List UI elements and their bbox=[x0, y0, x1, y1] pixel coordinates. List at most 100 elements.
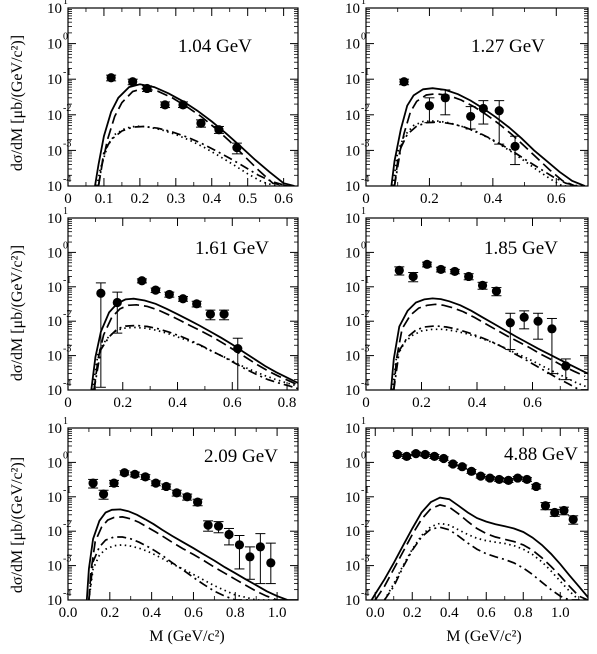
data-point bbox=[540, 501, 551, 511]
y-tick-exponent: 0 bbox=[361, 32, 366, 43]
panel-energy-label: 1.27 GeV bbox=[471, 36, 545, 57]
data-point bbox=[233, 343, 243, 354]
x-tick-label: 0 bbox=[362, 395, 370, 411]
data-point bbox=[255, 542, 265, 552]
x-tick-label: 0.6 bbox=[523, 395, 542, 411]
x-tick-label: 0.4 bbox=[483, 191, 502, 207]
curves bbox=[390, 87, 586, 186]
data-point bbox=[464, 271, 474, 282]
data-point bbox=[96, 288, 106, 298]
data-point bbox=[399, 77, 409, 87]
data-point bbox=[424, 101, 435, 111]
x-tick-label: 0.5 bbox=[238, 191, 257, 207]
y-tick-exponent: -4 bbox=[63, 588, 71, 599]
y-tick-exponent: 0 bbox=[63, 240, 68, 251]
data-point bbox=[178, 294, 188, 304]
x-tick-label: 0.4 bbox=[142, 605, 161, 621]
y-tick-label: 10 bbox=[47, 383, 62, 399]
y-tick-exponent: -1 bbox=[361, 485, 369, 496]
curves bbox=[94, 83, 295, 186]
chart-panel: 10 -410 -310 -210 -110 010 10 0.2 0.4 0.61.27 GeV bbox=[345, 0, 589, 207]
series-line-dashed bbox=[393, 92, 576, 186]
y-axis-title-middle: dσ/dM [μb/(GeV/c²)] bbox=[9, 245, 26, 381]
y-tick-label: 10 bbox=[345, 211, 360, 227]
data-point bbox=[436, 264, 446, 275]
chart-panel: 10 -410 -310 -210 -110 010 10 0.1 0.2 0.3 0.4 0.5 0.… bbox=[47, 0, 299, 207]
x-tick-label: 0.6 bbox=[184, 605, 203, 621]
data-point bbox=[232, 142, 242, 153]
y-tick-exponent: -1 bbox=[63, 67, 71, 78]
y-tick-label: 10 bbox=[345, 455, 360, 471]
data-point bbox=[193, 497, 203, 507]
y-tick-label: 10 bbox=[47, 211, 62, 227]
data-point bbox=[411, 449, 421, 459]
plot-frame bbox=[67, 7, 299, 187]
data-point bbox=[106, 73, 116, 83]
x-tick-label: 0 bbox=[362, 191, 370, 207]
y-tick-exponent: -3 bbox=[63, 138, 71, 149]
series-line-dashdot bbox=[93, 324, 298, 390]
y-tick-label: 10 bbox=[345, 1, 360, 17]
y-tick-label: 10 bbox=[345, 280, 360, 296]
data-point bbox=[494, 474, 504, 485]
data-point bbox=[142, 83, 152, 94]
data-point bbox=[140, 472, 150, 482]
data-point bbox=[109, 478, 119, 488]
x-tick-label: 0.6 bbox=[547, 191, 566, 207]
data-point bbox=[402, 451, 412, 461]
y-tick-label: 10 bbox=[345, 72, 360, 88]
y-tick-label: 10 bbox=[345, 383, 360, 399]
data-point bbox=[245, 552, 255, 562]
y-tick-exponent: 0 bbox=[361, 450, 366, 461]
y-tick-label: 10 bbox=[47, 421, 62, 437]
data-point bbox=[533, 316, 543, 326]
x-tick-label: 0.6 bbox=[223, 395, 242, 411]
y-tick-exponent: 0 bbox=[63, 32, 68, 43]
curves bbox=[390, 297, 588, 390]
y-tick-exponent: 1 bbox=[63, 416, 68, 427]
y-tick-label: 10 bbox=[345, 108, 360, 124]
y-tick-label: 10 bbox=[345, 143, 360, 159]
x-tick-label: 0.0 bbox=[59, 605, 78, 621]
panel-energy-label: 1.85 GeV bbox=[484, 238, 558, 259]
data-point bbox=[164, 289, 174, 300]
panel-energy-label: 4.88 GeV bbox=[504, 444, 578, 465]
data-point bbox=[192, 299, 202, 309]
y-tick-exponent: -1 bbox=[63, 485, 71, 496]
chart-panel: 10 -410 -310 -210 -110 010 10 0.2 0.4 0.61.85 GeV bbox=[345, 206, 589, 411]
y-tick-label: 10 bbox=[47, 314, 62, 330]
x-tick-label: 0.6 bbox=[274, 191, 293, 207]
data-points bbox=[95, 276, 243, 390]
x-tick-label: 0.2 bbox=[403, 605, 422, 621]
data-points bbox=[392, 449, 579, 525]
data-point bbox=[234, 540, 245, 550]
y-tick-exponent: -2 bbox=[361, 103, 369, 114]
y-tick-label: 10 bbox=[47, 559, 62, 575]
x-tick-label: 0.8 bbox=[226, 605, 245, 621]
data-point bbox=[161, 481, 171, 492]
y-tick-label: 10 bbox=[47, 245, 62, 261]
y-axis-title-bottom: dσ/dM [μb/(GeV/c²)] bbox=[9, 457, 26, 593]
data-point bbox=[394, 265, 404, 275]
data-point bbox=[151, 478, 161, 488]
series-line-dotted bbox=[95, 125, 291, 186]
data-point bbox=[392, 449, 403, 460]
data-point bbox=[510, 141, 520, 151]
series-line-solid bbox=[94, 83, 295, 186]
x-tick-label: 0.4 bbox=[202, 191, 221, 207]
data-point bbox=[429, 451, 440, 461]
plot-frame bbox=[365, 427, 589, 601]
y-tick-label: 10 bbox=[47, 179, 62, 195]
data-point bbox=[466, 466, 477, 476]
y-tick-exponent: -3 bbox=[361, 344, 369, 355]
y-tick-label: 10 bbox=[47, 108, 62, 124]
y-tick-label: 10 bbox=[47, 1, 62, 17]
data-point bbox=[213, 521, 224, 531]
data-points bbox=[106, 73, 242, 155]
series-line-dotted bbox=[91, 326, 298, 390]
series-line-solid bbox=[390, 87, 586, 186]
chart-panel: 10 -410 -310 -210 -110 010 10 0.2 0.4 0.6 0.81.61 … bbox=[47, 206, 299, 411]
series-line-dashdot bbox=[88, 536, 252, 600]
series-line-solid bbox=[90, 297, 298, 390]
